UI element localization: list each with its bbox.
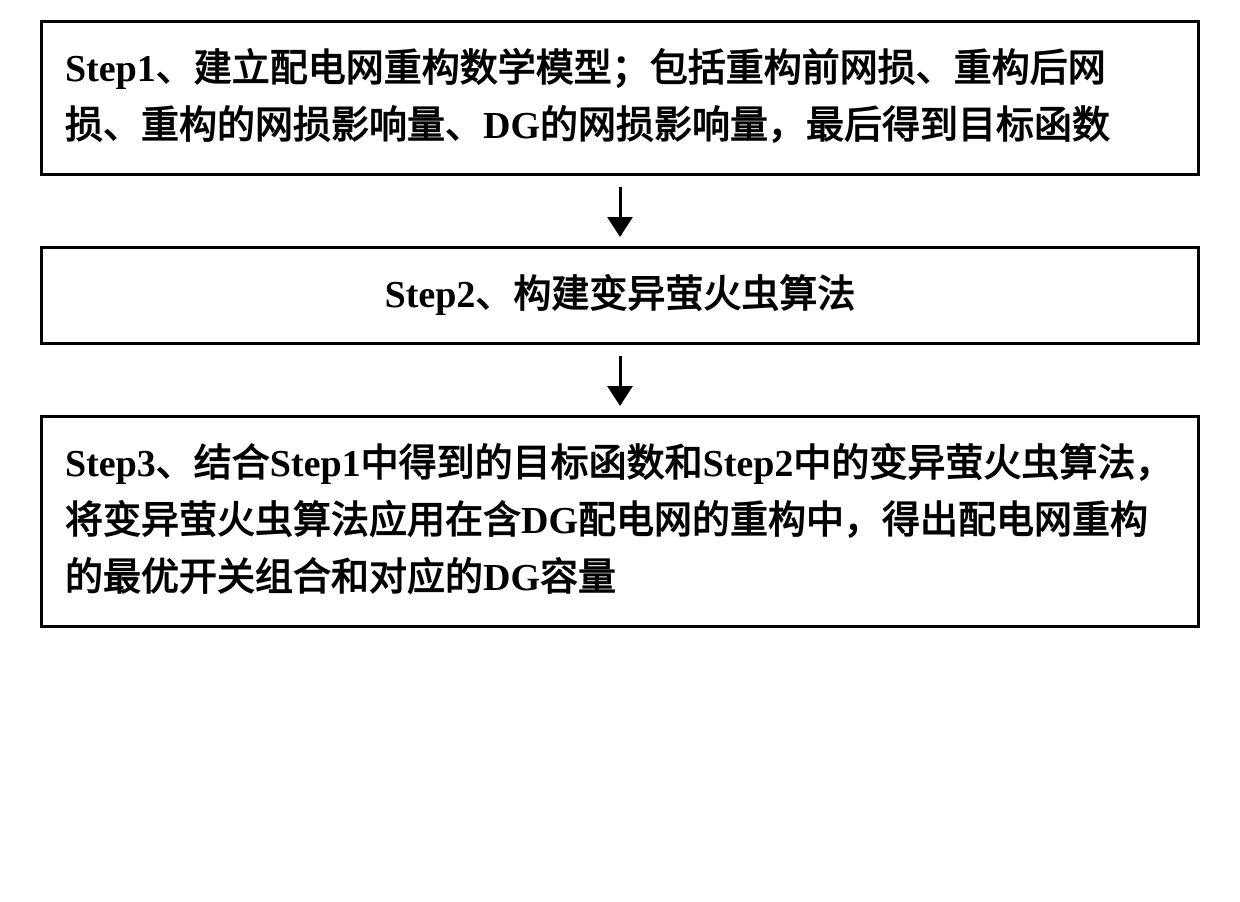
down-arrow-icon — [619, 187, 622, 235]
step1-text: Step1、建立配电网重构数学模型；包括重构前网损、重构后网损、重构的网损影响量… — [65, 48, 1110, 147]
step1-box: Step1、建立配电网重构数学模型；包括重构前网损、重构后网损、重构的网损影响量… — [40, 20, 1200, 176]
arrow-1to2 — [619, 176, 622, 246]
step2-box: Step2、构建变异萤火虫算法 — [40, 246, 1200, 345]
arrow-2to3 — [619, 345, 622, 415]
step3-box: Step3、结合Step1中得到的目标函数和Step2中的变异萤火虫算法，将变异… — [40, 415, 1200, 628]
step2-text: Step2、构建变异萤火虫算法 — [385, 274, 856, 316]
down-arrow-icon — [619, 356, 622, 404]
step3-text: Step3、结合Step1中得到的目标函数和Step2中的变异萤火虫算法，将变异… — [65, 443, 1173, 599]
